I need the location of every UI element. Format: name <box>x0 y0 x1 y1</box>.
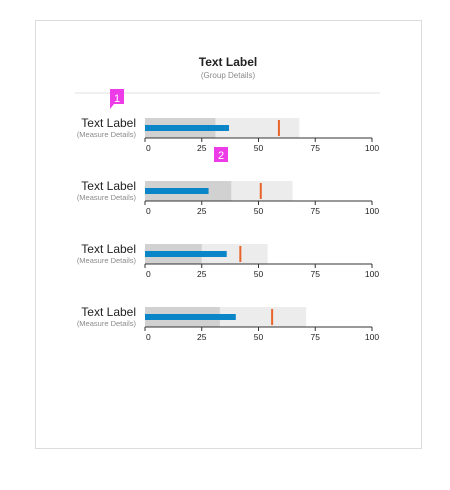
bullet-rows: Text Label(Measure Details)0 25 50 75 100Tex… <box>77 116 380 342</box>
measure-bar <box>145 125 229 131</box>
measure-bar <box>145 314 236 320</box>
tick-label: 75 <box>311 269 321 279</box>
target-marker <box>271 309 274 325</box>
row-sublabel: (Measure Details) <box>77 130 137 139</box>
row-label: Text Label <box>81 179 136 193</box>
callout-2-number: 2 <box>218 150 224 162</box>
row-sublabel: (Measure Details) <box>77 256 137 265</box>
tick-label: 0 <box>146 269 151 279</box>
tick-label: 25 <box>197 332 207 342</box>
tick-label: 75 <box>311 332 321 342</box>
target-marker <box>277 120 280 136</box>
callout-2-shape <box>214 142 232 162</box>
row-label: Text Label <box>81 242 136 256</box>
tick-label: 75 <box>311 206 321 216</box>
bullet-row: Text Label(Measure Details) 0 25 50 75 100 <box>77 116 380 153</box>
tick-label: 25 <box>197 269 207 279</box>
callouts: 12 <box>110 89 232 162</box>
tick-label: 50 <box>254 269 264 279</box>
row-label: Text Label <box>81 116 136 130</box>
tick-label: 50 <box>254 143 264 153</box>
measure-bar <box>145 251 227 257</box>
tick-label: 0 <box>146 143 151 153</box>
tick-label: 0 <box>146 206 151 216</box>
chart-subtitle: (Group Details) <box>201 71 256 80</box>
tick-label: 0 <box>146 332 151 342</box>
callout-1: 1 <box>110 89 124 109</box>
chart-card <box>35 20 422 449</box>
tick-label: 25 <box>197 206 207 216</box>
tick-label: 50 <box>254 332 264 342</box>
measure-bar <box>145 188 209 194</box>
tick-label: 75 <box>311 143 321 153</box>
tick-label: 100 <box>365 206 379 216</box>
tick-label: 100 <box>365 269 379 279</box>
callout-2: 2 <box>214 142 232 162</box>
bullet-row: Text Label(Measure Details) 0 25 50 75 100 <box>77 179 380 216</box>
chart-title: Text Label <box>199 55 257 69</box>
target-marker <box>239 246 242 262</box>
tick-label: 100 <box>365 143 379 153</box>
callout-1-number: 1 <box>114 93 120 105</box>
target-marker <box>259 183 262 199</box>
row-label: Text Label <box>81 305 136 319</box>
bullet-row: Text Label(Measure Details) 0 25 50 75 100 <box>77 242 380 279</box>
tick-label: 50 <box>254 206 264 216</box>
tick-label: 100 <box>365 332 379 342</box>
callout-1-shape <box>110 89 124 109</box>
tick-label: 25 <box>197 143 207 153</box>
row-sublabel: (Measure Details) <box>77 193 137 202</box>
bullet-row: Text Label(Measure Details) 0 25 50 75 100 <box>77 305 380 342</box>
row-sublabel: (Measure Details) <box>77 319 137 328</box>
